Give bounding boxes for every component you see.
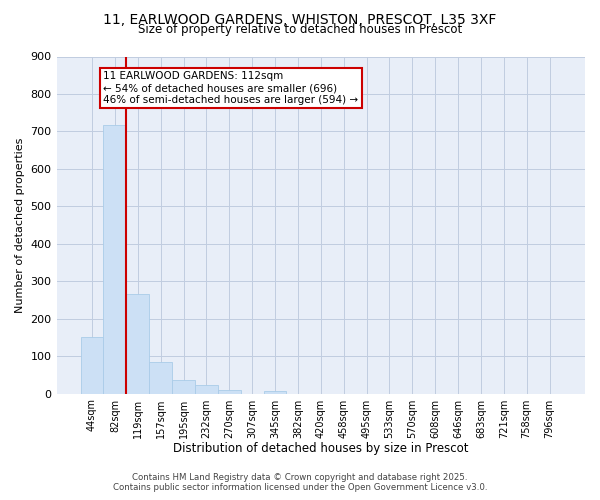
Text: Size of property relative to detached houses in Prescot: Size of property relative to detached ho… (138, 22, 462, 36)
Bar (195, 386, 218, 394)
Bar (103, 126, 127, 394)
Bar (149, 362, 172, 394)
Text: 11 EARLWOOD GARDENS: 112sqm
← 54% of detached houses are smaller (696)
46% of se: 11 EARLWOOD GARDENS: 112sqm ← 54% of det… (103, 72, 359, 104)
Y-axis label: Number of detached properties: Number of detached properties (15, 138, 25, 312)
Bar (127, 294, 149, 394)
Bar (80, 338, 103, 394)
Text: 11, EARLWOOD GARDENS, WHISTON, PRESCOT, L35 3XF: 11, EARLWOOD GARDENS, WHISTON, PRESCOT, … (103, 12, 497, 26)
Bar (263, 390, 286, 394)
Bar (218, 390, 241, 394)
Text: Contains HM Land Registry data © Crown copyright and database right 2025.
Contai: Contains HM Land Registry data © Crown c… (113, 473, 487, 492)
Bar (172, 380, 195, 394)
X-axis label: Distribution of detached houses by size in Prescot: Distribution of detached houses by size … (173, 442, 469, 455)
